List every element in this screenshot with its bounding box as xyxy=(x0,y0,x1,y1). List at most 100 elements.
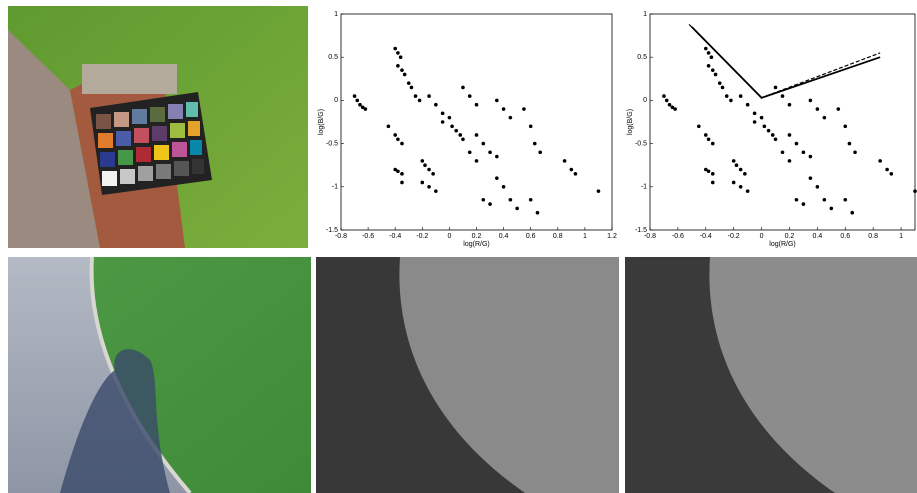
point xyxy=(400,180,404,185)
point xyxy=(562,159,567,163)
x-tick-label: 0.8 xyxy=(553,233,563,240)
x-tick-label: 0.4 xyxy=(813,233,823,240)
point xyxy=(808,176,813,180)
point xyxy=(662,94,666,98)
point xyxy=(396,169,400,174)
point xyxy=(706,51,711,55)
point xyxy=(440,120,445,124)
point xyxy=(573,172,578,176)
point xyxy=(843,197,848,202)
point xyxy=(461,137,465,142)
x-tick-label: 0.6 xyxy=(840,233,850,240)
point xyxy=(420,159,425,163)
point xyxy=(528,124,533,129)
x-tick-label: -0.6 xyxy=(362,233,374,240)
y-tick-label: -0.5 xyxy=(326,140,338,147)
point xyxy=(745,102,750,107)
point xyxy=(431,172,435,176)
point xyxy=(787,102,792,107)
point xyxy=(423,163,427,167)
point xyxy=(710,141,715,146)
point xyxy=(703,133,708,137)
point xyxy=(461,85,465,90)
point xyxy=(738,94,743,98)
point xyxy=(393,133,398,137)
point xyxy=(822,197,827,202)
point xyxy=(427,185,431,189)
point xyxy=(474,102,479,107)
point xyxy=(847,141,852,146)
y-tick-label: 0.5 xyxy=(328,54,338,61)
point xyxy=(734,163,739,167)
point xyxy=(355,98,360,103)
point xyxy=(467,94,472,98)
x-tick-label: 1 xyxy=(899,233,903,240)
point xyxy=(745,189,750,193)
x-axis-label: log(R/G) xyxy=(463,241,489,248)
point xyxy=(528,197,533,202)
point xyxy=(450,124,454,129)
point xyxy=(706,169,711,174)
y-tick-label: -1.5 xyxy=(326,227,338,234)
point xyxy=(386,124,391,129)
point xyxy=(766,128,771,133)
point xyxy=(393,167,398,172)
point xyxy=(787,159,792,163)
x-axis-label: log(R/G) xyxy=(769,241,795,248)
point xyxy=(815,107,820,111)
point xyxy=(454,128,458,133)
point xyxy=(538,150,542,155)
x-tick-label: -0.8 xyxy=(335,233,347,240)
point xyxy=(808,98,813,103)
point xyxy=(752,120,757,124)
point xyxy=(400,172,404,176)
fit-line xyxy=(688,23,881,99)
point xyxy=(731,180,736,185)
point xyxy=(467,150,472,155)
point xyxy=(664,98,669,103)
point xyxy=(706,137,711,142)
plot-frame xyxy=(649,13,916,231)
point xyxy=(913,189,917,193)
point xyxy=(434,189,438,193)
point xyxy=(396,51,400,55)
point xyxy=(885,167,889,172)
point xyxy=(481,141,486,146)
point xyxy=(522,107,526,111)
x-tick-label: 0.2 xyxy=(472,233,482,240)
y-axis-label: log(B/G) xyxy=(318,109,325,135)
point xyxy=(780,94,785,98)
point xyxy=(515,206,519,211)
point xyxy=(713,72,718,77)
point xyxy=(474,133,479,137)
point xyxy=(396,64,400,68)
point xyxy=(398,55,403,59)
point xyxy=(843,124,848,129)
point xyxy=(495,154,499,159)
point xyxy=(409,85,414,90)
point xyxy=(406,81,411,85)
x-tick-label: -0.4 xyxy=(700,233,712,240)
point xyxy=(808,154,813,159)
point xyxy=(481,197,486,202)
point xyxy=(501,185,506,189)
x-tick-label: 1 xyxy=(583,233,587,240)
x-tick-label: 0.6 xyxy=(526,233,536,240)
x-tick-label: -0.4 xyxy=(389,233,401,240)
point xyxy=(815,185,820,189)
point xyxy=(352,94,357,98)
photo-shadow xyxy=(8,256,311,493)
point xyxy=(358,102,362,107)
point xyxy=(710,68,715,72)
x-tick-label: 0 xyxy=(447,233,451,240)
point xyxy=(400,141,404,146)
point xyxy=(396,137,400,142)
point xyxy=(434,102,438,107)
point xyxy=(720,85,725,90)
point xyxy=(738,185,743,189)
point xyxy=(447,115,452,120)
point xyxy=(752,111,757,116)
point xyxy=(703,46,708,51)
y-tick-label: 1 xyxy=(643,11,647,18)
